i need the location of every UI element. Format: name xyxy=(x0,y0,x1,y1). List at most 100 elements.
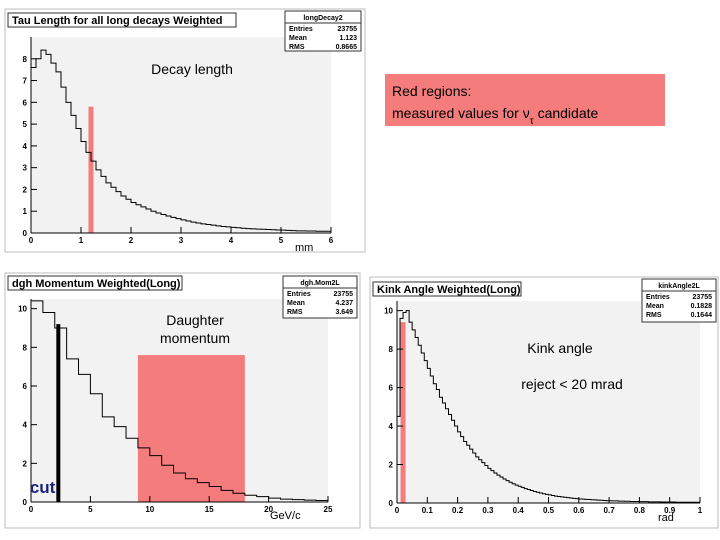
stats-key: Entries xyxy=(289,26,313,33)
x-tick-label: 0.1 xyxy=(422,506,434,515)
histogram-title-box xyxy=(7,12,237,28)
x-tick-label: 0.8 xyxy=(634,506,646,515)
x-tick-label: 2 xyxy=(129,236,134,245)
x-axis-label: GeV/c xyxy=(270,510,301,522)
stats-name: longDecay2 xyxy=(303,15,342,22)
y-tick-label: 2 xyxy=(389,461,394,470)
histogram-marks: 0 1 2 3 4 5 6 0 1 2 3 4 5 6 7 8 xyxy=(23,37,334,245)
x-axis-label: rad xyxy=(658,512,674,524)
stats-value: 4.237 xyxy=(335,300,353,307)
stats-box: dgh.Mom2L Entries 23755 Mean 4.237 RMS 3… xyxy=(282,275,358,319)
y-tick-label: 4 xyxy=(23,421,28,430)
x-tick-label: 6 xyxy=(329,236,334,245)
stats-box-frame xyxy=(641,278,717,323)
stats-key: Mean xyxy=(287,300,305,307)
histogram-marks: 0 5 10 15 20 25 0 2 4 6 8 10 cut xyxy=(18,299,333,514)
annotation-line: Kink angle xyxy=(527,340,593,356)
stats-value: 3.649 xyxy=(335,309,353,316)
plot-area xyxy=(397,301,700,503)
y-tick-label: 6 xyxy=(23,382,28,391)
x-tick-label: 10 xyxy=(145,505,154,514)
stats-value: 23755 xyxy=(334,291,354,298)
panel-decay-length: Tau Length for all long decays Weighted … xyxy=(4,8,366,254)
measured-value-band xyxy=(137,355,245,502)
stats-key: RMS xyxy=(289,44,305,51)
x-tick-label: 0.7 xyxy=(604,506,616,515)
stats-box: kinkAngle2L Entries 23755 Mean 0.1828 RM… xyxy=(641,278,717,323)
x-tick-label: 0 xyxy=(395,506,400,515)
y-tick-label: 7 xyxy=(23,77,28,86)
x-tick-label: 5 xyxy=(88,505,93,514)
stats-name: kinkAngle2L xyxy=(658,283,700,290)
measured-value-marker xyxy=(88,106,94,233)
stats-key: Mean xyxy=(289,35,307,42)
histogram-outline xyxy=(30,300,328,502)
y-tick-label: 8 xyxy=(23,55,28,64)
stats-value: 0.1828 xyxy=(691,303,713,310)
x-tick-label: 0.9 xyxy=(664,506,676,515)
x-tick-label: 25 xyxy=(324,505,333,514)
x-tick-label: 1 xyxy=(698,506,703,515)
x-tick-label: 4 xyxy=(229,236,234,245)
annotation-line: momentum xyxy=(160,330,230,346)
x-tick-label: 15 xyxy=(205,505,214,514)
x-tick-label: 0.6 xyxy=(573,506,585,515)
stats-value: 23755 xyxy=(693,294,713,301)
y-tick-label: 6 xyxy=(389,384,394,393)
red-note-line2: measured values for ντ candidate xyxy=(392,105,599,127)
histogram-title: Tau Length for all long decays Weighted xyxy=(12,15,222,27)
cut-label: cut xyxy=(30,478,56,497)
stats-value: 0.1644 xyxy=(691,312,713,319)
y-tick-label: 10 xyxy=(18,305,27,314)
y-tick-label: 6 xyxy=(23,98,28,107)
stats-key: RMS xyxy=(646,312,662,319)
y-tick-label: 1 xyxy=(23,207,28,216)
y-tick-label: 3 xyxy=(23,164,28,173)
stats-box: longDecay2 Entries 23755 Mean 1.123 RMS … xyxy=(284,10,362,52)
x-tick-label: 3 xyxy=(179,236,184,245)
stats-name: dgh.Mom2L xyxy=(300,280,340,287)
y-tick-label: 2 xyxy=(23,185,28,194)
y-tick-label: 8 xyxy=(389,345,394,354)
annotation-line: Daughter xyxy=(166,312,224,328)
x-tick-label: 0 xyxy=(29,505,34,514)
stats-key: Mean xyxy=(646,303,664,310)
histogram-outline xyxy=(396,310,700,503)
y-tick-label: 4 xyxy=(389,422,394,431)
stats-value: 23755 xyxy=(338,26,358,33)
y-tick-label: 8 xyxy=(23,343,28,352)
histogram-title: Kink Angle Weighted(Long) xyxy=(377,284,521,296)
stats-key: Entries xyxy=(287,291,311,298)
panel-daughter-momentum: dgh Momentum Weighted(Long) dgh.Mom2L En… xyxy=(4,272,361,529)
panel-kink-angle: Kink Angle Weighted(Long) kinkAngle2L En… xyxy=(369,276,719,529)
red-regions-note: Red regions: measured values for ντ cand… xyxy=(385,74,665,127)
stats-key: RMS xyxy=(287,309,303,316)
x-tick-label: 1 xyxy=(79,236,84,245)
x-tick-label: 20 xyxy=(264,505,273,514)
x-axis-label: mm xyxy=(295,242,313,254)
annotation-line: reject < 20 mrad xyxy=(521,376,623,392)
x-tick-label: 0 xyxy=(29,236,34,245)
y-tick-label: 0 xyxy=(23,229,28,238)
annotation-decay-length: Decay length xyxy=(151,61,233,77)
stats-key: Entries xyxy=(646,294,670,301)
histogram-title-box xyxy=(7,275,183,291)
x-tick-label: 5 xyxy=(279,236,284,245)
red-note-line1: Red regions: xyxy=(392,83,471,99)
y-tick-label: 4 xyxy=(23,142,28,151)
x-tick-label: 0.2 xyxy=(452,506,464,515)
red-note-text: measured values for ν xyxy=(392,105,530,121)
x-tick-label: 0.3 xyxy=(482,506,494,515)
x-tick-label: 0.5 xyxy=(543,506,555,515)
red-note-background xyxy=(385,74,665,126)
stats-value: 1.123 xyxy=(339,35,357,42)
y-tick-label: 2 xyxy=(23,459,28,468)
red-note-subscript: τ xyxy=(530,116,534,127)
red-note-suffix: candidate xyxy=(534,105,599,121)
x-tick-label: 0.4 xyxy=(513,506,525,515)
histogram-outline xyxy=(30,49,331,233)
y-tick-label: 0 xyxy=(23,498,28,507)
histogram-title: dgh Momentum Weighted(Long) xyxy=(12,278,181,290)
y-tick-label: 10 xyxy=(384,307,393,316)
